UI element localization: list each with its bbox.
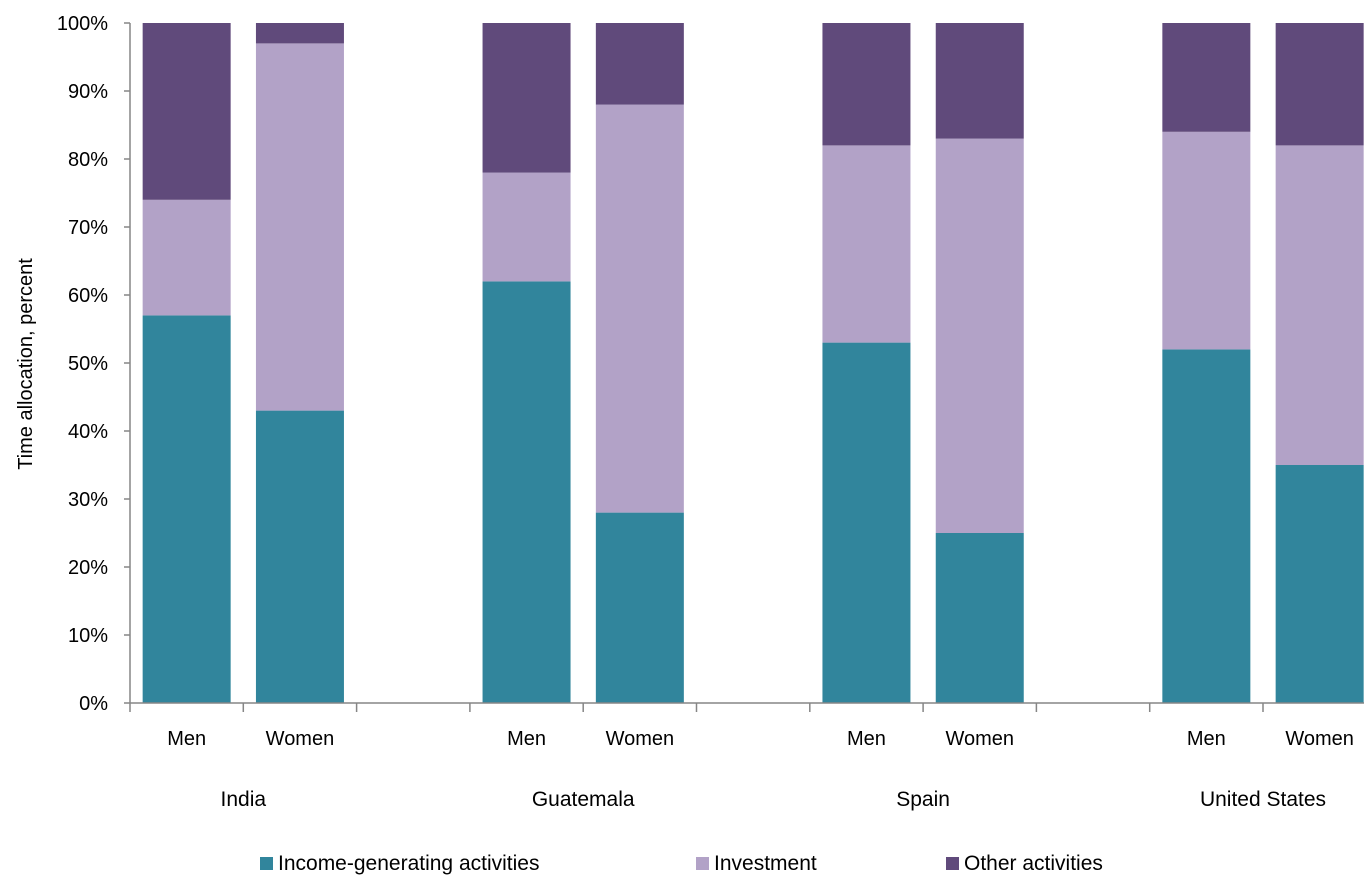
- bar-segment-guatemala-women-series-0: [595, 512, 684, 703]
- bar-segment-guatemala-women-series-2: [595, 23, 684, 105]
- x-category-label: Women: [606, 728, 675, 750]
- bar-segment-india-women-series-1: [255, 43, 344, 411]
- y-tick-label: 30%: [68, 489, 108, 511]
- x-category-label: Women: [945, 728, 1014, 750]
- x-group-label: Guatemala: [532, 788, 635, 811]
- bar-segment-spain-men-series-1: [822, 145, 911, 343]
- x-group-label: Spain: [896, 788, 950, 811]
- legend-swatch: [260, 857, 273, 870]
- legend-label: Investment: [714, 852, 817, 875]
- bar-segment-spain-women-series-2: [935, 23, 1024, 139]
- x-group-label: India: [221, 788, 267, 811]
- bar-segment-guatemala-men-series-1: [482, 172, 571, 282]
- y-axis: 0% 10% 20% 30% 40% 50% 60% 70% 80% 90% 100%: [57, 13, 131, 715]
- bar-segment-united-states-women-series-1: [1275, 145, 1364, 465]
- bar-segment-united-states-men-series-1: [1162, 131, 1251, 350]
- legend: Income-generating activities Investment Ot…: [260, 852, 1103, 875]
- legend-label: Other activities: [964, 852, 1103, 875]
- x-category-label: Women: [266, 728, 335, 750]
- bar-segment-spain-women-series-0: [935, 533, 1024, 703]
- y-axis-title: Time allocation, percent: [15, 258, 37, 470]
- x-category-label: Men: [507, 728, 546, 750]
- x-axis: Men Women India Men Women Guatemala Men Women Sp…: [129, 702, 1364, 811]
- y-tick-label: 40%: [68, 421, 108, 443]
- y-tick-label: 70%: [68, 217, 108, 239]
- x-category-label: Women: [1285, 728, 1354, 750]
- bar-segment-united-states-women-series-2: [1275, 23, 1364, 146]
- y-tick-label: 100%: [57, 13, 108, 35]
- bars: [142, 23, 1364, 703]
- legend-swatch: [696, 857, 709, 870]
- bar-segment-india-men-series-1: [142, 199, 231, 316]
- bar-segment-spain-men-series-0: [822, 342, 911, 703]
- y-tick-label: 0%: [79, 693, 108, 715]
- y-tick-label: 90%: [68, 81, 108, 103]
- y-tick-label: 10%: [68, 625, 108, 647]
- y-tick-label: 50%: [68, 353, 108, 375]
- bar-segment-guatemala-men-series-0: [482, 281, 571, 703]
- x-category-label: Men: [167, 728, 206, 750]
- legend-swatch: [946, 857, 959, 870]
- bar-segment-guatemala-men-series-2: [482, 23, 571, 173]
- y-tick-label: 60%: [68, 285, 108, 307]
- bar-segment-spain-men-series-2: [822, 23, 911, 146]
- bar-segment-united-states-men-series-0: [1162, 349, 1251, 703]
- bar-segment-india-women-series-2: [255, 23, 344, 44]
- legend-label: Income-generating activities: [278, 852, 539, 875]
- bar-segment-united-states-women-series-0: [1275, 465, 1364, 703]
- x-category-label: Men: [847, 728, 886, 750]
- bar-segment-india-men-series-0: [142, 315, 231, 703]
- bar-segment-spain-women-series-1: [935, 138, 1024, 533]
- x-group-label: United States: [1200, 788, 1326, 811]
- bar-segment-india-women-series-0: [255, 410, 344, 703]
- y-tick-label: 80%: [68, 149, 108, 171]
- bar-segment-guatemala-women-series-1: [595, 104, 684, 513]
- bar-segment-india-men-series-2: [142, 23, 231, 200]
- x-category-label: Men: [1187, 728, 1226, 750]
- bar-segment-united-states-men-series-2: [1162, 23, 1251, 132]
- y-tick-label: 20%: [68, 557, 108, 579]
